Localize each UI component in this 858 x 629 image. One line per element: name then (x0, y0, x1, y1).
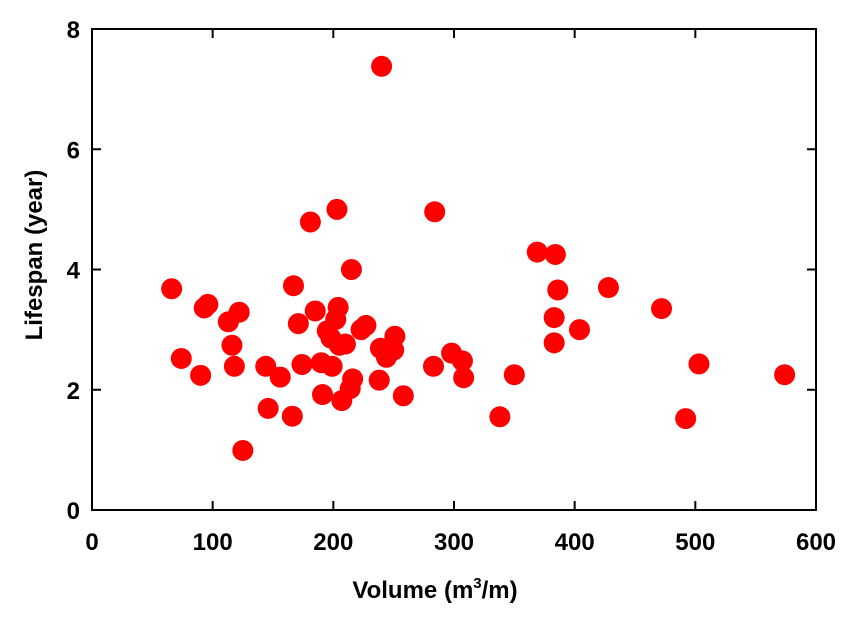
scatter-point (368, 369, 390, 391)
scatter-point (675, 408, 697, 430)
scatter-point (547, 279, 569, 301)
scatter-point (422, 355, 444, 377)
y-tick-label: 0 (67, 498, 80, 525)
scatter-point (304, 300, 326, 322)
scatter-point (311, 384, 333, 406)
scatter-point (228, 301, 250, 323)
y-tick-label: 4 (67, 258, 81, 285)
scatter-point (223, 355, 245, 377)
y-axis-label: Lifespan (year) (21, 170, 48, 341)
scatter-point (651, 298, 673, 320)
x-axis-label-tail: /m) (482, 577, 518, 604)
scatter-point (281, 405, 303, 427)
x-axis-label: Volume (m3/m) (352, 575, 517, 604)
y-tick-label: 6 (67, 137, 80, 164)
x-tick-label: 500 (675, 529, 715, 556)
scatter-point (221, 334, 243, 356)
scatter-point (161, 278, 183, 300)
scatter-point (451, 350, 473, 372)
scatter-point (334, 333, 356, 355)
x-tick-label: 300 (434, 529, 474, 556)
x-tick-label: 200 (313, 529, 353, 556)
scatter-point (287, 313, 309, 335)
scatter-point (503, 364, 525, 386)
scatter-point (257, 397, 279, 419)
scatter-point (291, 353, 313, 375)
scatter-point (424, 201, 446, 223)
x-tick-label: 0 (85, 529, 98, 556)
x-axis-label-superscript: 3 (473, 575, 481, 592)
scatter-point (232, 439, 254, 461)
axis-ticks (92, 29, 816, 510)
scatter-point (597, 277, 619, 299)
y-tick-label: 2 (67, 378, 80, 405)
scatter-point (568, 319, 590, 341)
scatter-point (543, 332, 565, 354)
x-tick-label: 400 (555, 529, 595, 556)
scatter-point (774, 364, 796, 386)
scatter-point (269, 366, 291, 388)
x-tick-labels: 0 100 200 300 400 500 600 (85, 529, 836, 556)
scatter-point (384, 325, 406, 347)
scatter-point (392, 385, 414, 407)
scatter-point (489, 406, 511, 428)
scatter-point (371, 55, 393, 77)
scatter-point (544, 243, 566, 265)
scatter-point (327, 296, 349, 318)
scatter-point (299, 211, 321, 233)
scatter-point (321, 355, 343, 377)
y-tick-labels: 0 2 4 6 8 (67, 17, 81, 525)
x-tick-label: 100 (193, 529, 233, 556)
scatter-point (170, 347, 192, 369)
scatter-point (342, 368, 364, 390)
y-tick-label: 8 (67, 17, 80, 44)
scatter-point (543, 307, 565, 329)
scatter-point (326, 198, 348, 220)
data-points (161, 55, 796, 461)
scatter-point (197, 293, 219, 315)
x-tick-label: 600 (796, 529, 836, 556)
scatter-point (688, 353, 710, 375)
scatter-point (526, 241, 548, 263)
scatter-point (355, 314, 377, 336)
scatter-point (190, 364, 212, 386)
scatter-point (255, 355, 277, 377)
scatter-point (340, 259, 362, 280)
plot-frame (91, 28, 817, 511)
x-axis-label-main: Volume (m (352, 577, 473, 604)
scatter-point (283, 275, 305, 297)
scatter-point (453, 367, 475, 389)
